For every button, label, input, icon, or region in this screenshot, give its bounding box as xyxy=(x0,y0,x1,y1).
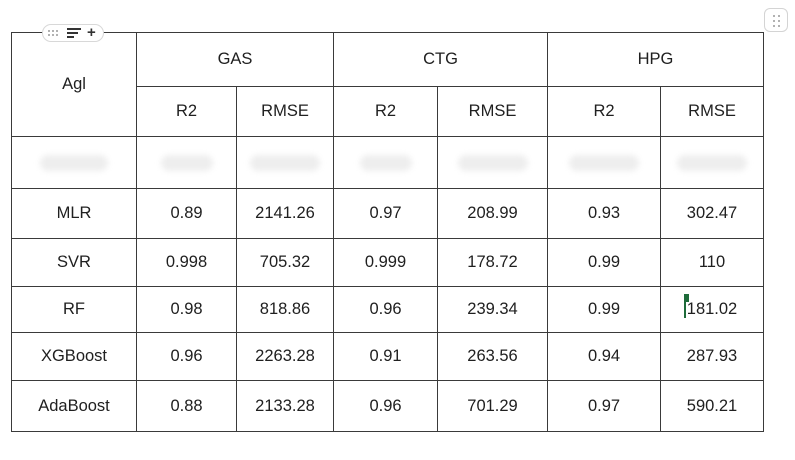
group-header-ctg[interactable]: CTG xyxy=(333,32,548,87)
blurred-cell[interactable] xyxy=(437,136,548,189)
blur-placeholder xyxy=(40,154,108,171)
value-cell[interactable]: 0.91 xyxy=(333,332,438,381)
blur-placeholder xyxy=(677,154,747,171)
blurred-cell[interactable] xyxy=(236,136,334,189)
blurred-cell[interactable] xyxy=(547,136,661,189)
table-row-adaboost: AdaBoost 0.88 2133.28 0.96 701.29 0.97 5… xyxy=(11,380,764,432)
table-row-xgboost: XGBoost 0.96 2263.28 0.91 263.56 0.94 28… xyxy=(11,332,764,381)
table-row-mlr: MLR 0.89 2141.26 0.97 208.99 0.93 302.47 xyxy=(11,188,764,239)
subheader-cell[interactable]: RMSE xyxy=(437,86,548,137)
value-cell[interactable]: 263.56 xyxy=(437,332,548,381)
value-cell[interactable]: 178.72 xyxy=(437,238,548,287)
text-cursor-bar xyxy=(684,294,686,318)
blur-placeholder xyxy=(359,154,412,171)
blurred-cell[interactable] xyxy=(136,136,237,189)
value-cell[interactable]: 2133.28 xyxy=(236,380,334,432)
value-cell[interactable]: 0.96 xyxy=(333,286,438,333)
value-cell[interactable]: 0.98 xyxy=(136,286,237,333)
value-cell[interactable]: 701.29 xyxy=(437,380,548,432)
subheader-cell[interactable]: R2 xyxy=(136,86,237,137)
model-cell[interactable]: XGBoost xyxy=(11,332,137,381)
model-cell[interactable]: MLR xyxy=(11,188,137,239)
group-header-hpg[interactable]: HPG xyxy=(547,32,764,87)
value-cell[interactable]: 181.02 xyxy=(660,286,764,333)
subheader-cell[interactable]: RMSE xyxy=(660,86,764,137)
value-cell[interactable]: 0.99 xyxy=(547,286,661,333)
model-cell[interactable]: SVR xyxy=(11,238,137,287)
value-cell[interactable]: 0.999 xyxy=(333,238,438,287)
value-cell[interactable]: 818.86 xyxy=(236,286,334,333)
blurred-cell[interactable] xyxy=(333,136,438,189)
value-cell[interactable]: 590.21 xyxy=(660,380,764,432)
value-cell[interactable]: 239.34 xyxy=(437,286,548,333)
value-cell[interactable]: 302.47 xyxy=(660,188,764,239)
value-cell[interactable]: 705.32 xyxy=(236,238,334,287)
blur-placeholder xyxy=(160,154,213,171)
subheader-cell[interactable]: R2 xyxy=(333,86,438,137)
value-cell[interactable]: 0.998 xyxy=(136,238,237,287)
value-cell[interactable]: 2263.28 xyxy=(236,332,334,381)
text-cursor-marker xyxy=(684,294,689,318)
table-row-svr: SVR 0.998 705.32 0.999 178.72 0.99 110 xyxy=(11,238,764,287)
blur-placeholder xyxy=(569,154,639,171)
drag-dots-icon[interactable] xyxy=(48,30,60,37)
blur-placeholder xyxy=(457,154,528,171)
table-row-rf: RF 0.98 818.86 0.96 239.34 0.99 181.02 xyxy=(11,286,764,333)
value-cell[interactable]: 0.93 xyxy=(547,188,661,239)
subheader-cell[interactable]: R2 xyxy=(547,86,661,137)
plus-icon[interactable]: + xyxy=(87,24,96,41)
header-row-groups: Agl GAS CTG HPG xyxy=(11,32,764,137)
value-cell[interactable]: 0.99 xyxy=(547,238,661,287)
blurred-cell[interactable] xyxy=(11,136,137,189)
block-handle[interactable]: + xyxy=(42,24,104,42)
subheader-cell[interactable]: RMSE xyxy=(236,86,334,137)
results-table: Agl GAS CTG HPG R2 RMSE R2 RMSE R2 RMSE … xyxy=(11,32,764,432)
model-cell[interactable]: AdaBoost xyxy=(11,380,137,432)
drag-dots-icon[interactable] xyxy=(773,15,781,27)
align-lines-icon[interactable] xyxy=(67,28,81,39)
value-cell[interactable]: 0.96 xyxy=(333,380,438,432)
value-cell[interactable]: 0.97 xyxy=(547,380,661,432)
value-cell[interactable]: 0.97 xyxy=(333,188,438,239)
model-cell[interactable]: RF xyxy=(11,286,137,333)
value-cell[interactable]: 0.94 xyxy=(547,332,661,381)
value-cell[interactable]: 287.93 xyxy=(660,332,764,381)
cursor-flag-icon xyxy=(684,294,689,302)
corner-drag-handle[interactable] xyxy=(764,8,788,32)
header-row-metrics: R2 RMSE R2 RMSE R2 RMSE xyxy=(12,86,764,137)
value-cell[interactable]: 0.89 xyxy=(136,188,237,239)
blurred-cell[interactable] xyxy=(660,136,764,189)
value-cell[interactable]: 208.99 xyxy=(437,188,548,239)
blur-placeholder xyxy=(250,154,320,171)
corner-header-cell[interactable]: Agl xyxy=(11,32,137,137)
value-cell[interactable]: 2141.26 xyxy=(236,188,334,239)
corner-header: Agl xyxy=(62,75,86,93)
value-cell[interactable]: 110 xyxy=(660,238,764,287)
blurred-row xyxy=(11,136,764,189)
value-cell[interactable]: 0.88 xyxy=(136,380,237,432)
value-cell[interactable]: 0.96 xyxy=(136,332,237,381)
group-header-gas[interactable]: GAS xyxy=(136,32,334,87)
